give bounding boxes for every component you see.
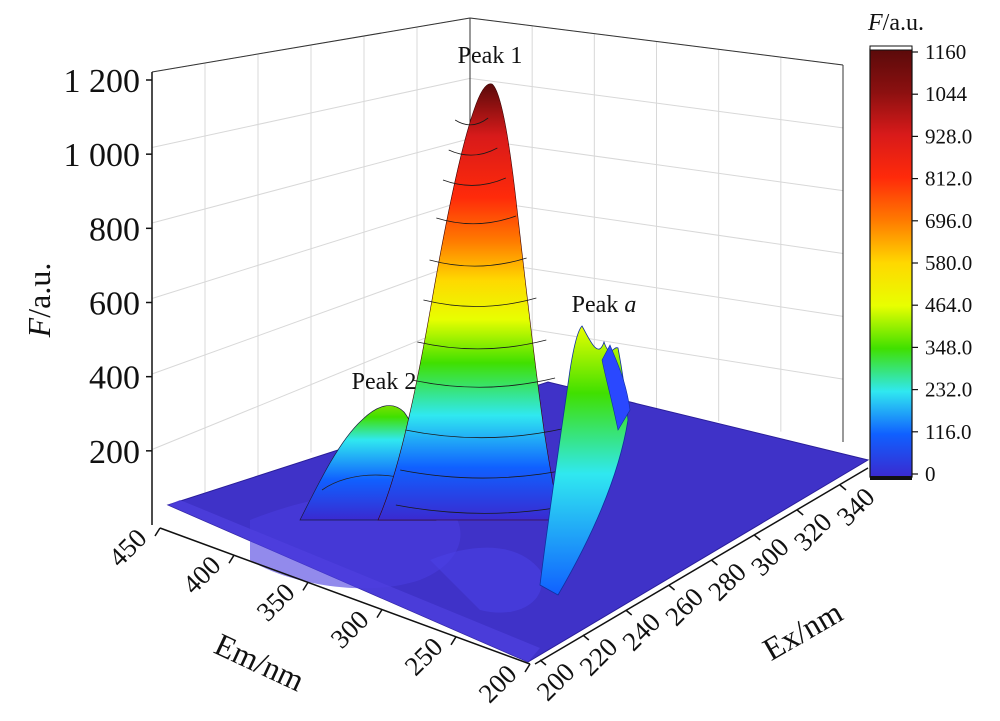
colorbar-tick-label: 1160 — [925, 40, 966, 64]
peak-1-label: Peak 1 — [458, 43, 523, 69]
colorbar-tick-label: 0 — [925, 462, 936, 486]
contour-line — [417, 339, 547, 350]
ex-axis-line — [534, 467, 869, 665]
peak-a-ridge — [539, 325, 629, 596]
peak-2-label: Peak 2 — [352, 369, 417, 395]
em-tick-label: 300 — [325, 604, 375, 654]
contour-line — [454, 117, 489, 126]
em-axis-label: Em/nm — [209, 626, 310, 698]
contour-line — [423, 297, 537, 307]
ex-tick-mark — [839, 484, 847, 491]
colorbar-tick-label: 1044 — [925, 82, 968, 106]
ex-axis-label: Ex/nm — [757, 593, 849, 667]
surface-floor-front-edge — [168, 500, 540, 662]
contour-line — [412, 377, 556, 388]
box-walls — [151, 17, 844, 525]
em-axis-line — [159, 527, 531, 665]
contour-line — [442, 177, 506, 186]
ex-tick-mark — [668, 584, 676, 591]
colorbar-gradient — [869, 48, 913, 478]
surface-floor-shading-2 — [430, 547, 542, 613]
colorbar-tick-label: 116.0 — [925, 420, 971, 444]
ex-tick-mark — [710, 559, 718, 566]
ex-tick-mark — [753, 534, 761, 541]
colorbar: F/a.u. 1160 1044 928.0 812.0 696.0 580.0 464.0… — [867, 10, 972, 486]
peak-1-mountain — [377, 83, 561, 521]
em-tick-mark — [450, 636, 457, 646]
contour-line — [429, 257, 527, 267]
colorbar-bottom-cap — [870, 476, 912, 480]
z-tick-label: 1 200 — [64, 63, 141, 100]
colorbar-tick-label: 696.0 — [925, 209, 972, 233]
ex-tick-label: 320 — [788, 507, 838, 557]
colorbar-tick-label: 464.0 — [925, 293, 972, 317]
ex-tick-label: 260 — [659, 582, 709, 632]
contour-line — [405, 427, 567, 439]
em-tick-label: 250 — [399, 632, 449, 682]
ex-tick-label: 220 — [574, 632, 624, 682]
ex-tick-mark — [582, 634, 590, 641]
ex-tick-label: 200 — [531, 657, 581, 707]
colorbar-ticks: 1160 1044 928.0 812.0 696.0 580.0 464.0 348.0 23… — [912, 40, 972, 486]
z-tick-label: 200 — [89, 434, 140, 471]
colorbar-title-unit: /a.u. — [883, 10, 924, 36]
z-tick-label: 400 — [89, 360, 140, 397]
contour-line — [400, 467, 576, 479]
z-tick-label: 1 000 — [64, 137, 141, 174]
em-tick-mark — [376, 609, 383, 618]
z-axis-label-unit: /a.u. — [21, 263, 57, 318]
peak-a-label-var: a — [624, 292, 636, 318]
colorbar-title-var: F — [867, 10, 883, 36]
ex-tick-mark — [796, 509, 804, 516]
colorbar-tick-label: 812.0 — [925, 167, 972, 191]
surface — [166, 83, 870, 663]
front-axes — [151, 72, 869, 665]
z-axis-ticks: 1 200 1 000 800 600 400 200 — [64, 63, 152, 471]
em-tick-label: 450 — [103, 523, 153, 573]
ex-tick-label: 300 — [745, 532, 795, 582]
z-tick-label: 800 — [89, 211, 140, 248]
em-tick-mark — [154, 527, 161, 537]
em-tick-label: 350 — [251, 577, 301, 627]
ex-tick-label: 280 — [702, 557, 752, 607]
colorbar-tick-label: 232.0 — [925, 378, 972, 402]
peak-a-ridge-back — [601, 344, 631, 431]
peak-a-label-prefix: Peak — [572, 292, 625, 318]
colorbar-top-cap — [869, 45, 913, 51]
ex-tick-label: 340 — [831, 482, 881, 532]
em-tick-mark — [228, 554, 235, 564]
colorbar-tick-label: 928.0 — [925, 124, 972, 148]
z-axis-label-var: F — [21, 317, 57, 338]
em-tick-mark — [302, 582, 309, 591]
colorbar-title: F/a.u. — [867, 10, 924, 36]
contour-line — [448, 147, 498, 156]
box-top-right-edge — [469, 17, 844, 66]
contour-line — [436, 215, 517, 225]
z-tick-label: 600 — [89, 286, 140, 323]
em-tick-mark — [524, 663, 531, 673]
peak-a-label: Peak a — [572, 292, 637, 318]
em-tick-label: 200 — [473, 659, 523, 709]
ex-tick-mark — [539, 659, 547, 666]
ex-tick-label: 240 — [616, 607, 666, 657]
colorbar-tick-label: 580.0 — [925, 251, 972, 275]
box-top-left-edge — [151, 17, 471, 73]
ex-tick-mark — [625, 609, 633, 616]
colorbar-tick-label: 348.0 — [925, 335, 972, 359]
z-axis-label: F/a.u. — [21, 263, 57, 339]
em-tick-label: 400 — [177, 550, 227, 600]
